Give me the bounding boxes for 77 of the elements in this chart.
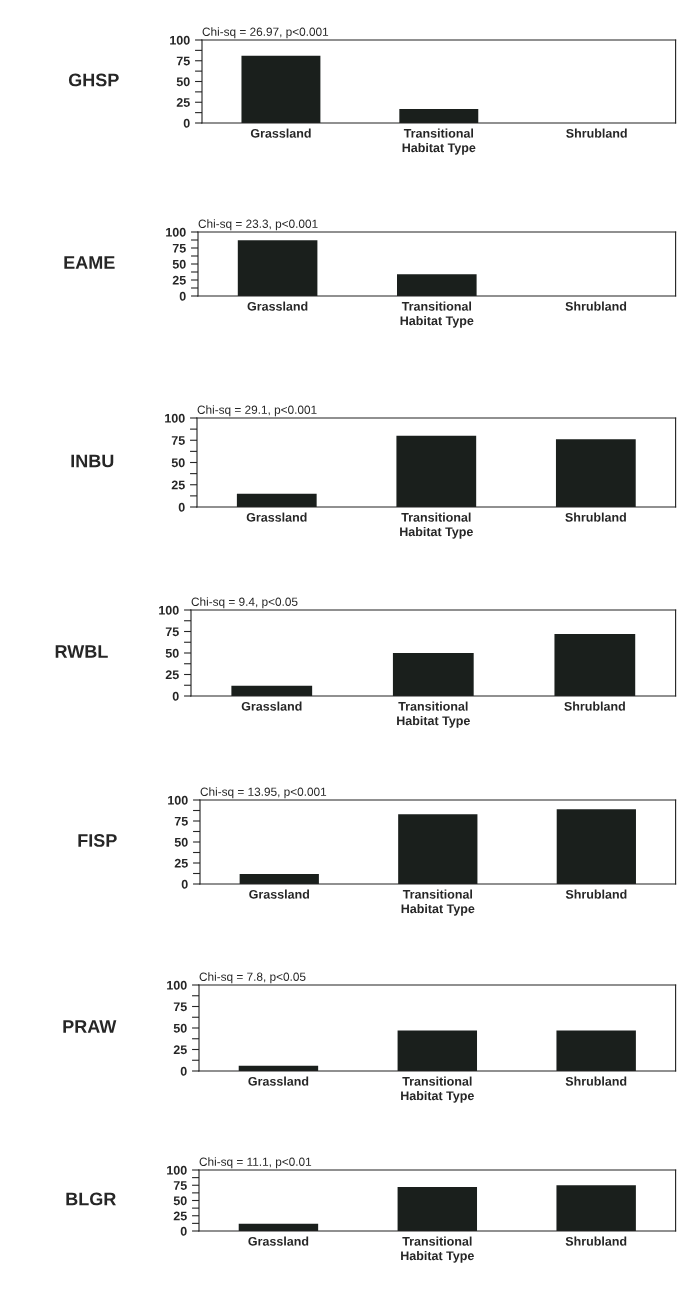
y-tick-label: 50 [171,458,185,468]
y-tick-label: 0 [180,1226,187,1236]
x-tick-label: Grassland [248,1236,309,1246]
chart-title: Chi-sq = 11.1, p<0.01 [199,1157,312,1169]
x-tick-label: Shrubland [565,512,626,522]
x-tick-label: Grassland [247,301,308,311]
y-axis-title: INBU [71,454,114,468]
y-tick-label: 75 [174,816,188,826]
y-tick-label: 25 [176,98,190,107]
x-axis-title: Habitat Type [401,903,475,916]
y-tick-label: 25 [165,670,179,680]
y-axis-title: EAME [64,256,115,269]
y-tick-label: 100 [167,1165,187,1175]
x-tick-label: Grassland [250,128,311,138]
y-tick-label: 75 [176,56,190,66]
y-tick-label: 100 [166,227,186,237]
y-axis-title: GHSP [68,73,119,87]
chart-title: Chi-sq = 9.4, p<0.05 [191,597,298,609]
y-tick-label: 100 [168,795,188,805]
x-tick-label: Transitional [402,1236,472,1246]
y-tick-label: 100 [167,980,187,990]
x-axis-title: Habitat Type [401,1250,474,1263]
x-tick-label: Transitional [401,512,471,522]
chart-title: Chi-sq = 26.97, p<0.001 [202,27,329,39]
x-tick-label: Shrubland [564,701,625,711]
y-tick-label: 100 [170,35,190,45]
x-tick-label: Shrubland [565,301,627,311]
y-axis-title: RWBL [55,645,108,658]
x-tick-label: Grassland [241,701,302,711]
x-tick-label: Shrubland [565,1236,627,1246]
y-tick-label: 75 [173,1002,187,1012]
y-tick-label: 0 [180,1066,187,1076]
y-axis-title: PRAW [63,1020,117,1033]
y-tick-label: 25 [173,1211,187,1221]
y-tick-label: 50 [172,259,186,269]
y-tick-label: 50 [174,837,188,847]
x-axis-title: Habitat Type [402,142,476,155]
y-tick-label: 0 [181,879,188,889]
x-tick-label: Grassland [246,512,307,522]
x-axis-title: Habitat Type [400,526,473,539]
chart-title: Chi-sq = 7.8, p<0.05 [199,972,306,984]
x-tick-label: Transitional [398,701,468,711]
chart-title: Chi-sq = 23.3, p<0.001 [198,219,318,231]
x-tick-label: Shrubland [565,1076,627,1086]
y-tick-label: 25 [172,275,186,285]
x-tick-label: Grassland [248,1076,309,1086]
x-tick-label: Shrubland [566,128,627,138]
chart-title: Chi-sq = 13.95, p<0.001 [200,787,327,799]
y-tick-label: 100 [159,605,179,615]
y-tick-label: 25 [173,1045,187,1055]
x-tick-label: Transitional [402,889,472,899]
y-tick-label: 75 [173,1181,187,1190]
y-tick-label: 50 [173,1023,187,1033]
y-tick-label: 0 [179,291,186,301]
y-tick-label: 0 [178,502,185,512]
y-tick-label: 25 [174,858,188,868]
y-tick-label: 0 [172,691,179,701]
y-tick-label: 25 [171,480,185,490]
x-tick-label: Grassland [249,889,310,899]
x-axis-title: Habitat Type [400,315,474,328]
chart-title: Chi-sq = 29.1, p<0.001 [197,405,317,417]
x-tick-label: Shrubland [565,889,627,899]
y-tick-label: 0 [183,118,190,128]
y-tick-label: 75 [165,627,179,637]
x-axis-title: Habitat Type [401,1090,474,1103]
x-axis-title: Habitat Type [397,715,470,728]
y-tick-label: 100 [165,413,185,423]
y-tick-label: 50 [176,77,190,87]
y-tick-label: 75 [172,243,186,253]
y-tick-label: 50 [165,648,179,658]
y-axis-title: BLGR [66,1192,116,1206]
y-tick-label: 50 [173,1196,187,1206]
x-tick-label: Transitional [402,1076,472,1086]
x-tick-label: Transitional [403,128,473,138]
y-axis-title: FISP [78,834,117,847]
y-tick-label: 75 [171,436,185,445]
x-tick-label: Transitional [401,301,471,311]
